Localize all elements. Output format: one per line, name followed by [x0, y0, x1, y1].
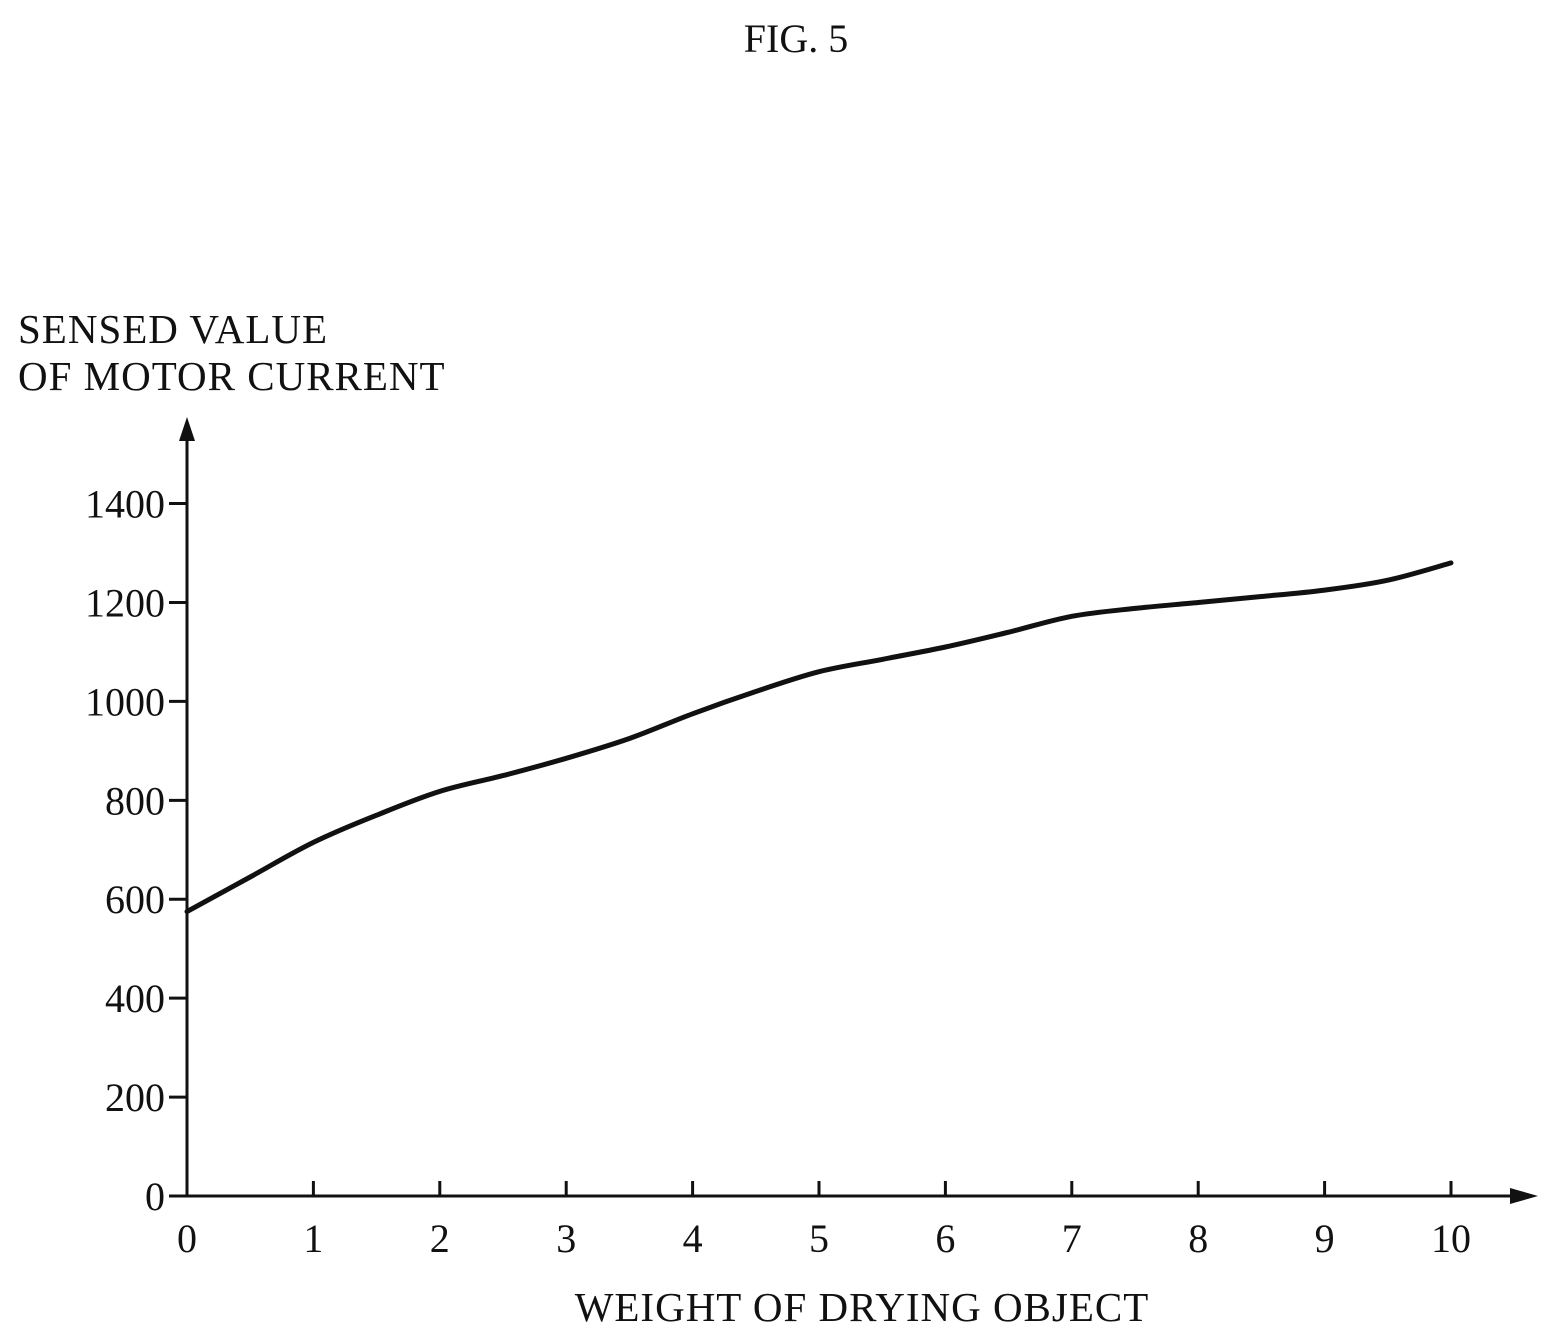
x-tick-label: 6: [935, 1216, 955, 1261]
y-axis-title-line-2: OF MOTOR CURRENT: [18, 353, 446, 399]
y-tick-label: 1400: [85, 482, 165, 527]
data-series: [184, 560, 1454, 915]
x-axis-arrow: [1510, 1188, 1538, 1204]
figure-label: FIG. 5: [744, 16, 848, 61]
x-tick-label: 1: [303, 1216, 323, 1261]
x-tick-label: 0: [177, 1216, 197, 1261]
y-tick-label: 0: [145, 1174, 165, 1219]
y-tick-label: 400: [105, 976, 165, 1021]
x-tick-label: 7: [1062, 1216, 1082, 1261]
y-tick-label: 1200: [85, 580, 165, 625]
x-axis-ticks: 0 1 2 3 4 5 6 7 8 9 10: [177, 1181, 1471, 1261]
x-tick-label: 8: [1188, 1216, 1208, 1261]
x-tick-label: 9: [1315, 1216, 1335, 1261]
y-axis-arrow: [179, 417, 195, 441]
x-axis-title: WEIGHT OF DRYING OBJECT: [575, 1284, 1150, 1330]
y-tick-label: 200: [105, 1075, 165, 1120]
x-tick-label: 10: [1431, 1216, 1471, 1261]
y-tick-label: 1000: [85, 679, 165, 724]
x-tick-label: 4: [683, 1216, 703, 1261]
y-tick-label: 800: [105, 778, 165, 823]
y-tick-label: 600: [105, 877, 165, 922]
y-axis-ticks: 0 200 400 600 800 1000 1200 1400: [85, 482, 187, 1219]
x-tick-label: 5: [809, 1216, 829, 1261]
chart-axes: [179, 417, 1538, 1204]
x-tick-label: 3: [556, 1216, 576, 1261]
x-tick-label: 2: [430, 1216, 450, 1261]
y-axis-title-line-1: SENSED VALUE: [18, 306, 328, 352]
series-line: [184, 560, 1454, 915]
